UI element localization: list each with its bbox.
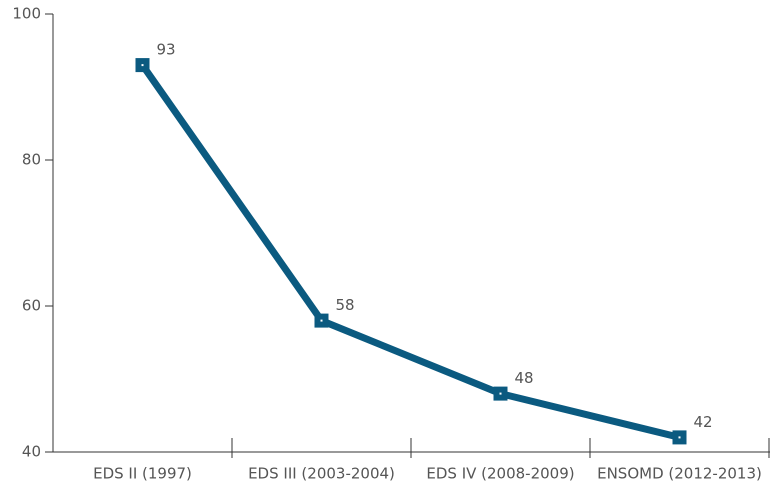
line: [139, 63, 681, 441]
x-tick-label: EDS IV (2008-2009): [426, 465, 574, 483]
marker-dot: [499, 392, 502, 395]
y-tick-label: 100: [12, 5, 41, 23]
y-tick-label: 80: [22, 151, 41, 169]
x-tick-label: EDS III (2003-2004): [248, 465, 395, 483]
marker-dot: [320, 319, 323, 322]
marker-dot: [141, 64, 144, 67]
x-tick-label: ENSOMD (2012-2013): [597, 465, 762, 483]
value-label: 48: [515, 369, 534, 387]
value-label: 58: [336, 296, 355, 314]
y-tick-label: 40: [22, 443, 41, 461]
marker-dot: [678, 436, 681, 439]
value-label: 42: [694, 413, 713, 431]
value-label: 93: [157, 41, 176, 59]
y-tick-label: 60: [22, 297, 41, 315]
x-tick-label: EDS II (1997): [93, 465, 192, 483]
